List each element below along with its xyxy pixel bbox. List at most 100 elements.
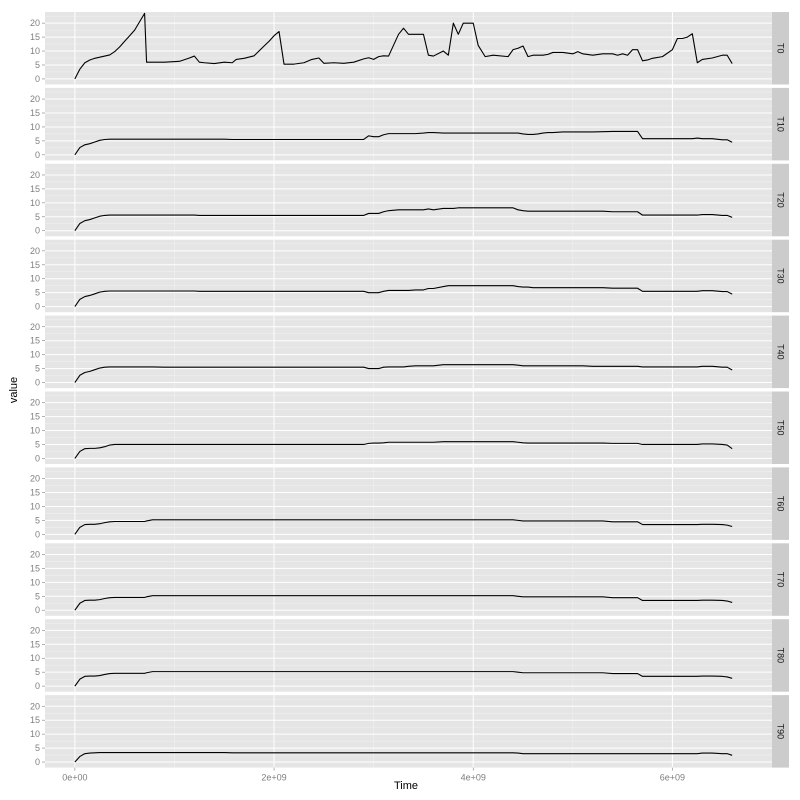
y-tick-label: 0	[35, 605, 40, 615]
y-tick-label: 5	[35, 136, 40, 146]
y-tick-label: 5	[35, 591, 40, 601]
facet-panel-t20: 0 5 10 15 20 T20	[30, 163, 789, 237]
series-line-t10	[74, 130, 733, 156]
y-tick-label: 10	[30, 729, 40, 739]
y-tick-label: 5	[35, 667, 40, 677]
x-tick-label: 6e+09	[660, 773, 685, 783]
panel-background	[45, 239, 772, 313]
facet-panel-t40: 0 5 10 15 20 T40	[30, 315, 789, 389]
panel-background	[45, 315, 772, 389]
y-tick-label: 20	[30, 94, 40, 104]
y-tick-label: 20	[30, 18, 40, 28]
facet-panel-t90: 0 5 10 15 20 T90	[30, 695, 789, 768]
facet-panel-t60: 0 5 10 15 20 T60	[30, 467, 789, 540]
facet-strip-label: T0	[776, 43, 786, 54]
y-tick-label: 0	[35, 757, 40, 767]
x-tick-label: 4e+09	[461, 773, 486, 783]
facet-strip-label: T80	[776, 648, 786, 664]
y-tick-label: 20	[30, 701, 40, 711]
y-tick-label: 20	[30, 474, 40, 484]
panel-background	[45, 695, 772, 768]
y-tick-label: 15	[30, 487, 40, 497]
y-tick-label: 5	[35, 439, 40, 449]
panel-background	[45, 391, 772, 464]
y-tick-label: 0	[35, 302, 40, 312]
facet-strip	[772, 467, 789, 540]
y-axis-title: value	[8, 377, 20, 403]
facet-panel-t0: 0 5 10 15 20 T0	[30, 12, 789, 85]
facet-strip-label: T30	[776, 268, 786, 284]
y-tick-label: 0	[35, 378, 40, 388]
x-tick-label: 2e+09	[261, 773, 286, 783]
y-tick-label: 5	[35, 515, 40, 525]
series-line-t0	[74, 12, 733, 80]
facet-strip-label: T50	[776, 420, 786, 436]
y-tick-label: 10	[30, 501, 40, 511]
facet-strip-label: T90	[776, 724, 786, 740]
x-axis-title: Time	[394, 780, 418, 792]
facet-strip	[772, 87, 789, 161]
series-line-t50	[74, 441, 733, 459]
facet-strip-label: T60	[776, 496, 786, 512]
facet-strip-label: T10	[776, 116, 786, 132]
panel-background	[45, 12, 772, 85]
facet-panel-t30: 0 5 10 15 20 T30	[30, 239, 789, 313]
facet-strip	[772, 315, 789, 389]
y-tick-label: 0	[35, 681, 40, 691]
facet-strip	[772, 543, 789, 616]
panel-background	[45, 467, 772, 540]
facet-strip	[772, 619, 789, 692]
facet-strip	[772, 695, 789, 768]
y-tick-label: 5	[35, 212, 40, 222]
y-tick-label: 10	[30, 653, 40, 663]
facet-panel-t80: 0 5 10 15 20 T80	[30, 619, 789, 692]
y-tick-label: 10	[30, 426, 40, 436]
y-tick-label: 5	[35, 743, 40, 753]
y-tick-label: 20	[30, 549, 40, 559]
facet-strip-label: T70	[776, 572, 786, 588]
y-tick-label: 5	[35, 60, 40, 70]
y-tick-label: 5	[35, 364, 40, 374]
y-tick-label: 0	[35, 150, 40, 160]
facet-panel-t10: 0 5 10 15 20 T10	[30, 87, 789, 161]
panel-background	[45, 619, 772, 692]
series-line-t30	[74, 285, 733, 307]
facet-panel-t70: 0 5 10 15 20 T70	[30, 543, 789, 616]
y-tick-label: 20	[30, 398, 40, 408]
facet-strip	[772, 12, 789, 85]
y-tick-label: 15	[30, 184, 40, 194]
x-tick-label: 0e+00	[62, 773, 87, 783]
facet-strip	[772, 163, 789, 237]
y-tick-label: 15	[30, 639, 40, 649]
panel-background	[45, 543, 772, 616]
facet-panel-t50: 0 5 10 15 20 T50	[30, 391, 789, 464]
y-tick-label: 10	[30, 46, 40, 56]
y-tick-label: 10	[30, 122, 40, 132]
series-line-t20	[74, 207, 733, 232]
y-tick-label: 15	[30, 412, 40, 422]
series-line-t80	[74, 671, 733, 687]
facet-strip-label: T40	[776, 344, 786, 360]
series-line-t70	[74, 595, 733, 611]
series-line-t90	[74, 751, 733, 763]
y-tick-label: 15	[30, 715, 40, 725]
y-tick-label: 15	[30, 563, 40, 573]
y-tick-label: 0	[35, 226, 40, 236]
y-tick-label: 15	[30, 260, 40, 270]
y-tick-label: 10	[30, 577, 40, 587]
facet-strip	[772, 391, 789, 464]
series-line-t60	[74, 519, 733, 535]
y-tick-label: 15	[30, 108, 40, 118]
panel-background	[45, 87, 772, 161]
y-tick-label: 0	[35, 529, 40, 539]
facet-strip-label: T20	[776, 192, 786, 208]
facet-strip	[772, 239, 789, 313]
facet-panels: 0 5 10 15 20 T0 0 5 10 15 20 T10 0 5 10 15 20 T20 0 5 10 15 20…	[30, 12, 789, 768]
y-tick-label: 5	[35, 288, 40, 298]
y-tick-label: 10	[30, 350, 40, 360]
y-tick-label: 20	[30, 322, 40, 332]
y-tick-label: 10	[30, 274, 40, 284]
y-tick-label: 15	[30, 336, 40, 346]
y-tick-label: 15	[30, 32, 40, 42]
